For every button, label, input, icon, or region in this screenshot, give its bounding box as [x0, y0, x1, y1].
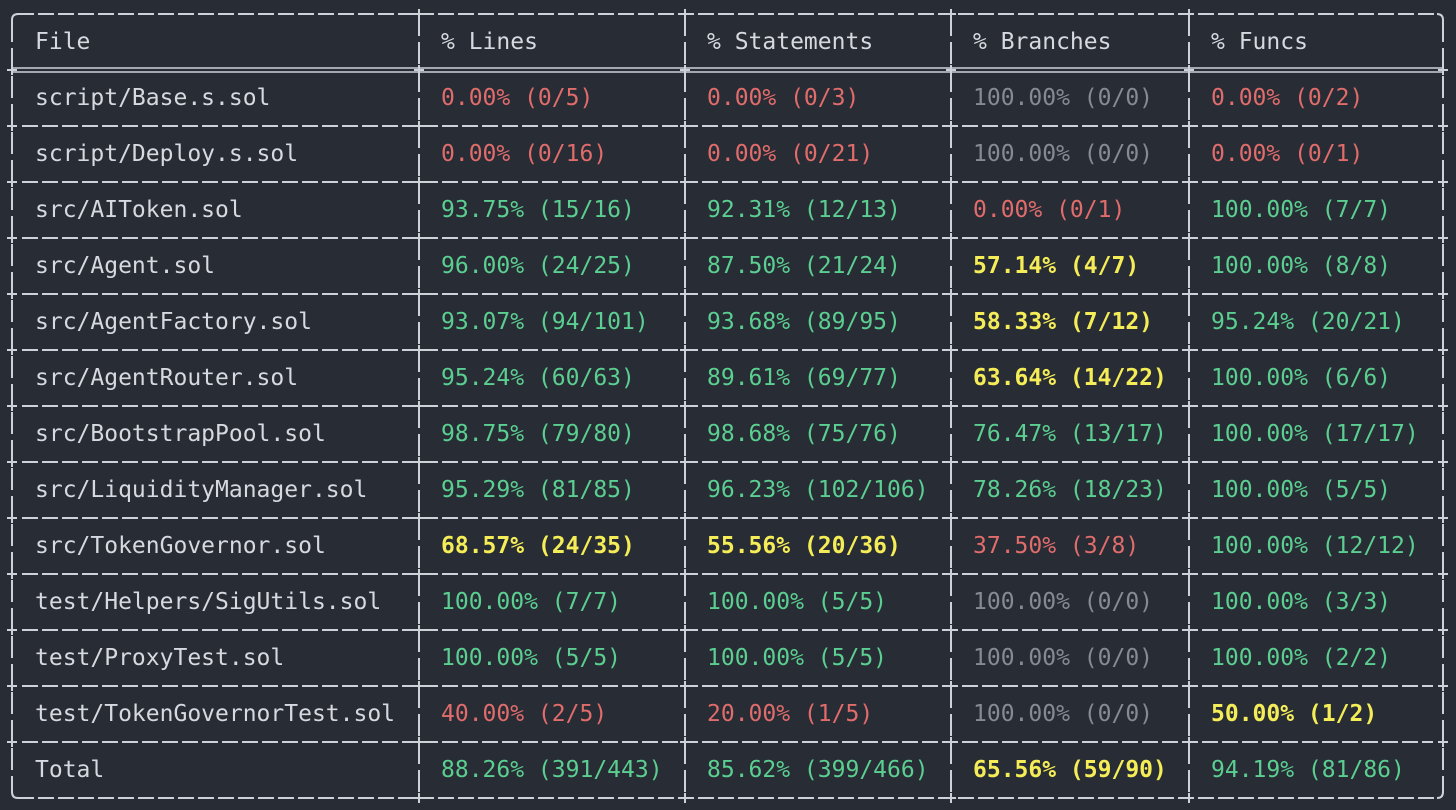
row-lines-coverage: 0.00% (0/5) [441, 85, 594, 111]
row-statements-coverage: 20.00% (1/5) [707, 701, 874, 727]
row-funcs-coverage: 50.00% (1/2) [1211, 701, 1378, 727]
row-file-name: src/AIToken.sol [35, 197, 243, 223]
header-funcs: % Funcs [1211, 29, 1308, 55]
row-lines-coverage: 100.00% (7/7) [441, 589, 622, 615]
row-lines-coverage: 93.07% (94/101) [441, 309, 649, 335]
row-lines-coverage: 88.26% (391/443) [441, 757, 663, 783]
row-funcs-coverage: 0.00% (0/1) [1211, 141, 1364, 167]
row-funcs-coverage: 94.19% (81/86) [1211, 757, 1405, 783]
row-branches-coverage: 63.64% (14/22) [973, 365, 1167, 391]
row-branches-coverage: 58.33% (7/12) [973, 309, 1154, 335]
row-statements-coverage: 92.31% (12/13) [707, 197, 901, 223]
row-branches-coverage: 57.14% (4/7) [973, 253, 1140, 279]
row-branches-coverage: 76.47% (13/17) [973, 421, 1167, 447]
row-statements-coverage: 98.68% (75/76) [707, 421, 901, 447]
row-lines-coverage: 93.75% (15/16) [441, 197, 635, 223]
row-funcs-coverage: 100.00% (2/2) [1211, 645, 1392, 671]
row-file-name: Total [35, 757, 105, 783]
row-file-name: script/Base.s.sol [35, 85, 271, 111]
row-lines-coverage: 98.75% (79/80) [441, 421, 635, 447]
row-branches-coverage: 100.00% (0/0) [973, 141, 1154, 167]
row-lines-coverage: 96.00% (24/25) [441, 253, 635, 279]
row-file-name: src/BootstrapPool.sol [35, 421, 326, 447]
border-corner [11, 791, 19, 799]
row-statements-coverage: 89.61% (69/77) [707, 365, 901, 391]
header-file: File [35, 29, 91, 55]
row-branches-coverage: 100.00% (0/0) [973, 589, 1154, 615]
row-lines-coverage: 40.00% (2/5) [441, 701, 608, 727]
row-branches-coverage: 0.00% (0/1) [973, 197, 1126, 223]
row-funcs-coverage: 100.00% (17/17) [1211, 421, 1419, 447]
row-funcs-coverage: 100.00% (8/8) [1211, 253, 1392, 279]
row-file-name: test/ProxyTest.sol [35, 645, 285, 671]
row-funcs-coverage: 100.00% (5/5) [1211, 477, 1392, 503]
row-statements-coverage: 0.00% (0/3) [707, 85, 860, 111]
row-file-name: test/Helpers/SigUtils.sol [35, 589, 382, 615]
row-lines-coverage: 95.29% (81/85) [441, 477, 635, 503]
row-funcs-coverage: 100.00% (6/6) [1211, 365, 1392, 391]
row-branches-coverage: 100.00% (0/0) [973, 645, 1154, 671]
row-lines-coverage: 68.57% (24/35) [441, 533, 635, 559]
row-funcs-coverage: 100.00% (12/12) [1211, 533, 1419, 559]
row-funcs-coverage: 100.00% (3/3) [1211, 589, 1392, 615]
row-branches-coverage: 100.00% (0/0) [973, 701, 1154, 727]
row-statements-coverage: 100.00% (5/5) [707, 645, 888, 671]
header-statements: % Statements [707, 29, 874, 55]
row-statements-coverage: 0.00% (0/21) [707, 141, 874, 167]
row-file-name: src/Agent.sol [35, 253, 216, 279]
row-statements-coverage: 93.68% (89/95) [707, 309, 901, 335]
row-lines-coverage: 100.00% (5/5) [441, 645, 622, 671]
row-statements-coverage: 100.00% (5/5) [707, 589, 888, 615]
header-lines: % Lines [441, 29, 538, 55]
row-file-name: src/AgentRouter.sol [35, 365, 299, 391]
row-branches-coverage: 78.26% (18/23) [973, 477, 1167, 503]
row-branches-coverage: 65.56% (59/90) [973, 757, 1167, 783]
border-corner [1436, 791, 1444, 799]
row-file-name: src/AgentFactory.sol [35, 309, 312, 335]
row-funcs-coverage: 0.00% (0/2) [1211, 85, 1364, 111]
row-funcs-coverage: 100.00% (7/7) [1211, 197, 1392, 223]
row-file-name: test/TokenGovernorTest.sol [35, 701, 396, 727]
row-branches-coverage: 37.50% (3/8) [973, 533, 1140, 559]
row-statements-coverage: 85.62% (399/466) [707, 757, 929, 783]
row-branches-coverage: 100.00% (0/0) [973, 85, 1154, 111]
row-file-name: src/LiquidityManager.sol [35, 477, 368, 503]
row-statements-coverage: 87.50% (21/24) [707, 253, 901, 279]
row-statements-coverage: 96.23% (102/106) [707, 477, 929, 503]
row-statements-coverage: 55.56% (20/36) [707, 533, 901, 559]
row-lines-coverage: 0.00% (0/16) [441, 141, 608, 167]
row-file-name: src/TokenGovernor.sol [35, 533, 326, 559]
border-corner [11, 13, 19, 21]
row-lines-coverage: 95.24% (60/63) [441, 365, 635, 391]
row-file-name: script/Deploy.s.sol [35, 141, 299, 167]
border-corner [1436, 13, 1444, 21]
row-funcs-coverage: 95.24% (20/21) [1211, 309, 1405, 335]
header-branches: % Branches [973, 29, 1112, 55]
